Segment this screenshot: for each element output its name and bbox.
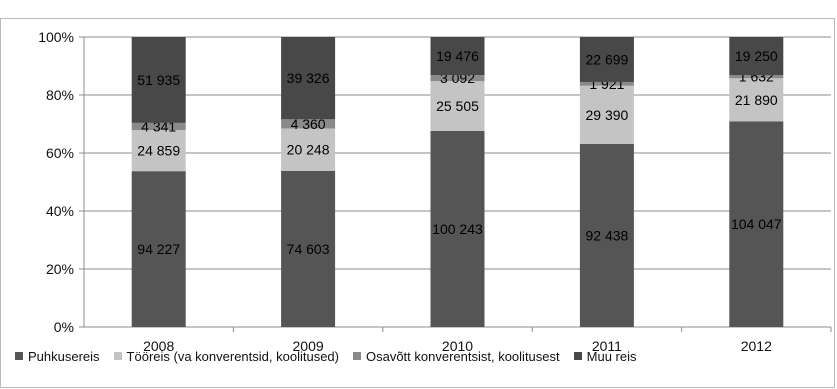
data-label: 74 603 [287,241,330,257]
data-label: 39 326 [287,70,330,86]
legend-label: Muu reis [587,349,637,364]
y-tick-label: 0% [54,319,74,335]
data-label: 25 505 [436,98,479,114]
legend-swatch [353,352,361,360]
data-label: 51 935 [137,72,180,88]
y-tick-label: 100% [38,29,74,45]
legend-swatch [574,352,582,360]
legend-swatch [114,352,122,360]
data-label: 19 476 [436,48,479,64]
legend-item: Puhkusereis [15,349,100,364]
data-label: 29 390 [585,107,628,123]
chart-frame: 0% 20% 40% 60% 80% 100% 94 227 24 859 4 341 51 93… [0,18,835,388]
legend: Puhkusereis Tööreis (va konverentsid, koo… [15,346,835,366]
legend-label: Tööreis (va konverentsid, koolitused) [127,349,339,364]
legend-label: Osavõtt konverentsist, koolitusest [366,349,560,364]
y-tick-label: 80% [46,87,74,103]
data-label: 19 250 [735,48,778,64]
data-label: 22 699 [585,51,628,67]
y-tick-label: 40% [46,203,74,219]
legend-swatch [15,352,23,360]
data-label: 100 243 [432,221,483,237]
legend-item: Tööreis (va konverentsid, koolitused) [114,349,339,364]
data-label: 24 859 [137,143,180,159]
data-label: 94 227 [137,241,180,257]
legend-item: Osavõtt konverentsist, koolitusest [353,349,560,364]
y-tick-label: 20% [46,261,74,277]
chart-title [0,0,837,18]
data-label: 92 438 [585,227,628,243]
data-label: 20 248 [287,142,330,158]
legend-label: Puhkusereis [28,349,100,364]
legend-item: Muu reis [574,349,637,364]
y-tick-label: 60% [46,145,74,161]
data-label: 21 890 [735,92,778,108]
data-label: 104 047 [731,216,782,232]
